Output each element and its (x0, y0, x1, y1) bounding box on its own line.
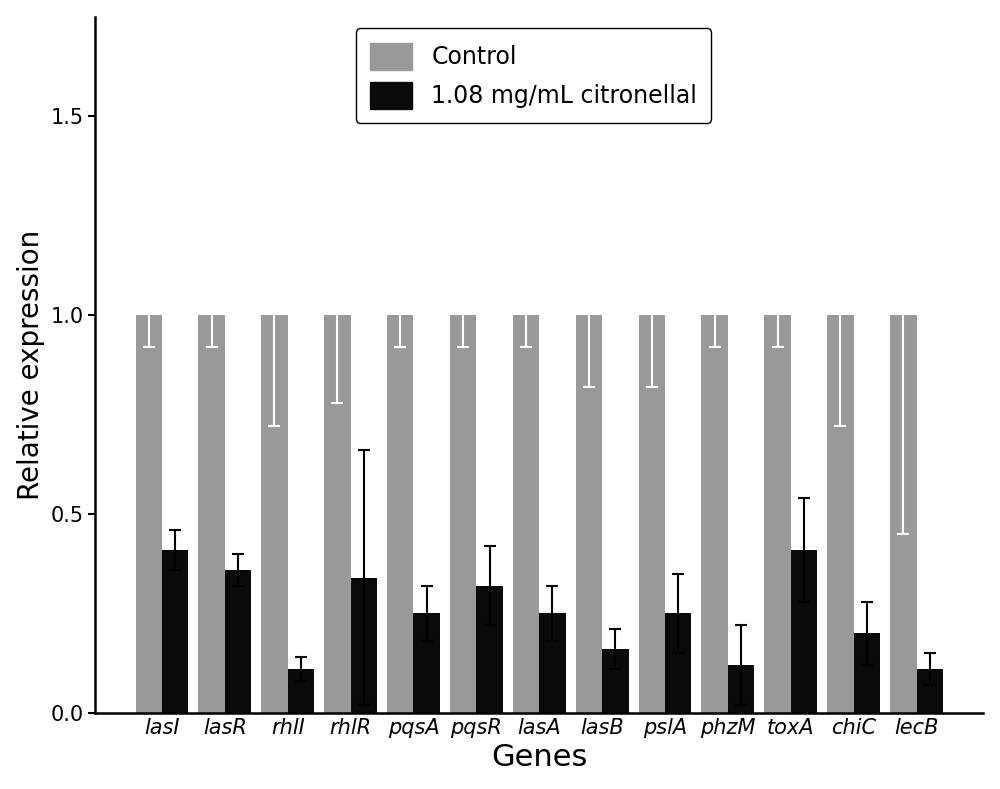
Bar (351, 578, 377, 713)
Bar (413, 614, 440, 713)
Y-axis label: Relative expression: Relative expression (17, 230, 45, 500)
Bar (261, 315, 288, 713)
Bar (602, 649, 629, 713)
Bar (162, 550, 188, 713)
Bar (764, 315, 791, 713)
Bar (387, 315, 413, 713)
Bar (476, 585, 503, 713)
Bar (136, 315, 162, 713)
Bar (728, 665, 754, 713)
Bar (288, 669, 314, 713)
Bar (917, 669, 943, 713)
Bar (827, 315, 854, 713)
Bar (450, 315, 476, 713)
Bar (890, 315, 917, 713)
Bar (198, 315, 225, 713)
Bar (225, 570, 251, 713)
Bar (576, 315, 602, 713)
Bar (854, 634, 880, 713)
Bar (513, 315, 539, 713)
Bar (791, 550, 817, 713)
Bar (324, 315, 351, 713)
X-axis label: Genes: Genes (491, 743, 587, 772)
Bar (639, 315, 665, 713)
Bar (539, 614, 566, 713)
Legend: Control, 1.08 mg/mL citronellal: Control, 1.08 mg/mL citronellal (356, 28, 711, 123)
Bar (665, 614, 691, 713)
Bar (701, 315, 728, 713)
